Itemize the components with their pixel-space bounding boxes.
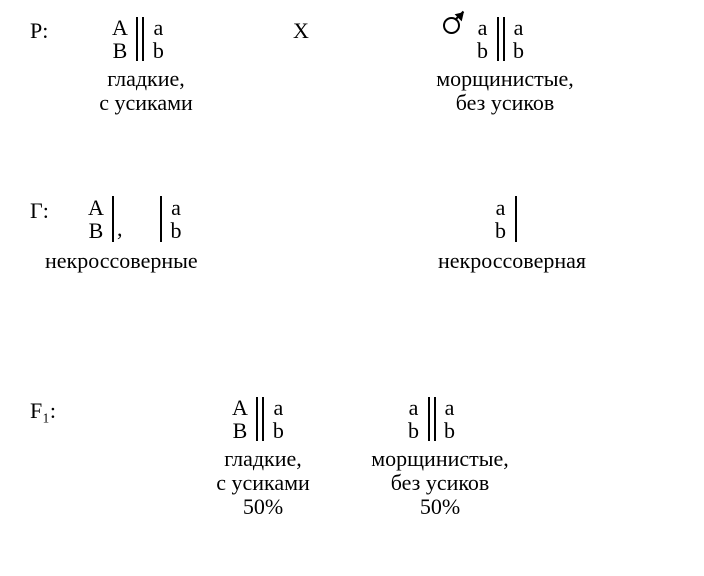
allele: B bbox=[233, 418, 248, 443]
linkage-bar bbox=[515, 196, 517, 242]
linkage-bar bbox=[160, 196, 162, 242]
linkage-bars bbox=[494, 16, 508, 62]
allele: b bbox=[273, 418, 284, 443]
allele: a bbox=[496, 195, 506, 220]
allele: b bbox=[408, 418, 419, 443]
linkage-bars bbox=[425, 396, 439, 442]
g-female-gamete2: ab bbox=[160, 196, 182, 242]
gamete-separator: , bbox=[117, 216, 123, 241]
allele: b bbox=[513, 38, 524, 63]
allele: b bbox=[171, 218, 182, 243]
allele: a bbox=[478, 15, 488, 40]
f1-offspring-0-pheno1: гладкие, bbox=[198, 446, 328, 471]
f1-offspring-1-genotype: ab ab bbox=[408, 396, 455, 442]
allele: a bbox=[274, 395, 284, 420]
p-male-pheno1: морщинистые, bbox=[425, 66, 585, 91]
allele: b bbox=[444, 418, 455, 443]
allele: b bbox=[495, 218, 506, 243]
f1-offspring-1-ratio: 50% bbox=[360, 494, 520, 519]
allele: a bbox=[154, 15, 164, 40]
f1-offspring-1-pheno1: морщинистые, bbox=[360, 446, 520, 471]
allele: A bbox=[112, 15, 128, 40]
g-male-caption: некроссоверная bbox=[412, 248, 612, 273]
p-female-pheno1: гладкие, bbox=[86, 66, 206, 91]
male-symbol-icon bbox=[443, 12, 465, 40]
allele: b bbox=[153, 38, 164, 63]
f1-offspring-0-genotype: AB ab bbox=[232, 396, 284, 442]
p-female-genotype: AB ab bbox=[112, 16, 164, 62]
allele: A bbox=[232, 395, 248, 420]
allele: b bbox=[477, 38, 488, 63]
g-male-gamete: ab bbox=[495, 196, 517, 242]
cross-symbol: X bbox=[293, 18, 309, 44]
g-female-caption: некроссоверные bbox=[45, 248, 255, 273]
allele: B bbox=[89, 218, 104, 243]
row-label-f1: F₁: bbox=[30, 398, 56, 424]
row-label-p: P: bbox=[30, 18, 48, 44]
allele: B bbox=[113, 38, 128, 63]
allele: A bbox=[88, 195, 104, 220]
p-male-genotype: ab ab bbox=[477, 16, 524, 62]
allele: a bbox=[514, 15, 524, 40]
allele: a bbox=[171, 195, 181, 220]
linkage-bars bbox=[133, 16, 147, 62]
f1-offspring-0-pheno2: с усиками bbox=[198, 470, 328, 495]
f1-offspring-0-ratio: 50% bbox=[198, 494, 328, 519]
p-female-pheno2: с усиками bbox=[86, 90, 206, 115]
allele: a bbox=[409, 395, 419, 420]
row-label-g: Г: bbox=[30, 198, 49, 224]
p-male-pheno2: без усиков bbox=[425, 90, 585, 115]
linkage-bar bbox=[112, 196, 114, 242]
f1-offspring-1-pheno2: без усиков bbox=[360, 470, 520, 495]
g-female-gamete1: AB bbox=[88, 196, 114, 242]
allele: a bbox=[445, 395, 455, 420]
linkage-bars bbox=[253, 396, 267, 442]
